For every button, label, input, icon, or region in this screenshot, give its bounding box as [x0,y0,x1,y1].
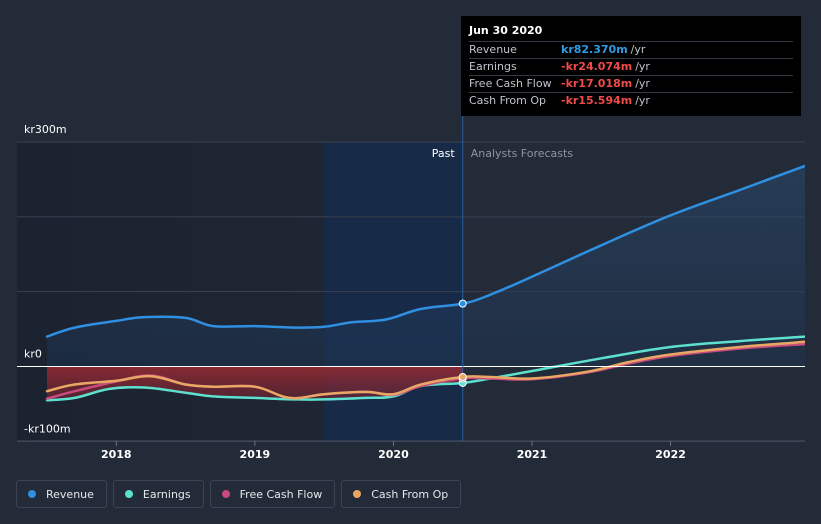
series-line-earnings [45,335,805,402]
tooltip-unit: /yr [630,43,646,56]
legend-item-cash-from-op[interactable]: Cash From Op [341,480,462,508]
legend-label: Revenue [46,487,94,501]
series-lines [45,164,805,402]
tooltip: Jun 30 2020 Revenue kr82.370m /yr Earnin… [461,16,801,116]
tooltip-label: Cash From Op [469,94,547,107]
past-label: Past [432,147,456,160]
tooltip-unit: /yr [635,77,650,90]
tooltip-row-earnings: Earnings -kr24.074m /yr [469,58,793,75]
legend-item-earnings[interactable]: Earnings [112,480,204,508]
legend-dot-icon [221,490,230,498]
legend-label: Cash From Op [371,487,449,501]
x-axis-tick-label: 2020 [378,448,409,461]
x-axis: 2018 2019 2020 2021 2022 [17,440,805,461]
marker-cash-from-op [458,372,467,381]
tooltip-row-revenue: Revenue kr82.370m /yr [469,41,793,58]
series-line-revenue [45,164,805,338]
tooltip-row-cash-from-op: Cash From Op -kr15.594m /yr [469,92,793,109]
tooltip-row-free-cash-flow: Free Cash Flow -kr17.018m /yr [469,75,793,92]
tooltip-value: -kr15.594m [561,94,633,107]
tooltip-label: Revenue [469,43,517,56]
marker-revenue [458,299,467,308]
tooltip-label: Earnings [469,60,517,73]
series-line-cash-from-op [45,340,805,400]
legend-label: Earnings [142,487,191,501]
tooltip-date: Jun 30 2020 [469,24,543,37]
tooltip-value: -kr17.018m [561,77,633,90]
x-axis-tick-label: 2022 [655,448,686,461]
tooltip-label: Free Cash Flow [469,77,552,90]
x-axis-tick-label: 2021 [517,448,548,461]
y-axis-label: -kr100m [24,422,71,435]
y-axis-labels: kr300m kr0 -kr100m [24,123,71,435]
legend: Revenue Earnings Free Cash Flow Cash Fro… [16,480,462,508]
tooltip-unit: /yr [635,94,650,107]
legend-dot-icon [124,490,133,498]
revenue-area [47,165,805,367]
legend-label: Free Cash Flow [239,487,323,501]
y-axis-label: kr300m [24,123,67,136]
x-axis-tick-label: 2018 [101,448,132,461]
tooltip-value: kr82.370m [561,43,628,56]
x-axis-tick-label: 2019 [240,448,271,461]
y-axis-label: kr0 [24,348,42,361]
legend-dot-icon [28,490,36,498]
tooltip-value: -kr24.074m [561,60,633,73]
forecast-label: Analysts Forecasts [471,147,574,160]
tooltip-unit: /yr [635,60,650,73]
legend-dot-icon [353,490,362,498]
hover-markers [458,299,467,387]
legend-item-free-cash-flow[interactable]: Free Cash Flow [209,480,336,508]
legend-item-revenue[interactable]: Revenue [16,480,107,508]
